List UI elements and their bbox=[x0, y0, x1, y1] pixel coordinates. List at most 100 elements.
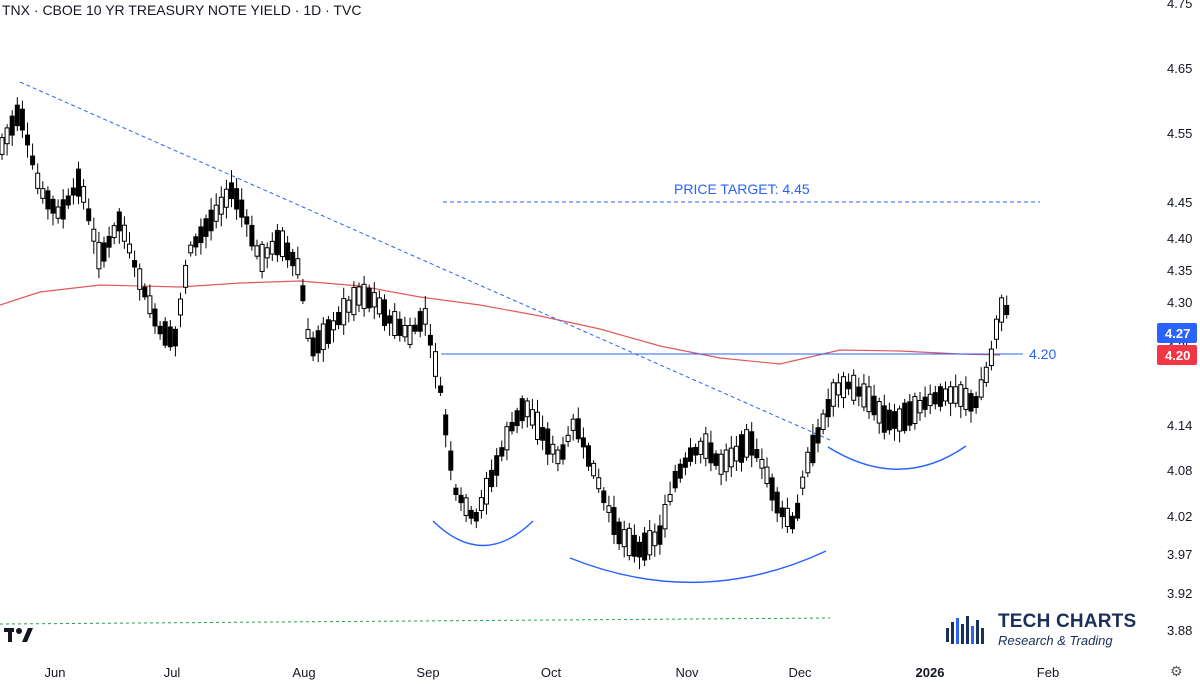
x-tick-label: Feb bbox=[1037, 665, 1059, 680]
candle-body bbox=[575, 418, 581, 440]
x-tick-label: Aug bbox=[292, 665, 315, 680]
candle-body bbox=[968, 393, 974, 412]
candle-body bbox=[356, 286, 362, 306]
candle-body bbox=[494, 455, 500, 476]
candle-body bbox=[229, 182, 234, 200]
y-tick-label: 4.02 bbox=[1167, 509, 1192, 524]
candle-body bbox=[325, 319, 331, 344]
candle-body bbox=[688, 447, 693, 462]
candle-body bbox=[60, 199, 66, 220]
candle-body bbox=[320, 323, 326, 350]
neckline-badge-value: 4.20 bbox=[1165, 348, 1190, 363]
candle-body bbox=[825, 399, 831, 418]
candle-body bbox=[249, 224, 255, 247]
candle-body bbox=[198, 226, 204, 244]
candle-body bbox=[264, 247, 270, 259]
candle-body bbox=[871, 395, 877, 416]
candle-body bbox=[315, 330, 321, 354]
candle-body bbox=[172, 328, 178, 347]
candle-body bbox=[540, 427, 546, 441]
candle-body bbox=[948, 386, 954, 404]
candle-body bbox=[509, 422, 515, 432]
candle-body bbox=[111, 225, 117, 239]
candle-body bbox=[341, 298, 347, 326]
candle-body bbox=[917, 399, 923, 414]
candle-body bbox=[402, 325, 408, 338]
candle-body bbox=[1004, 304, 1010, 316]
moving-average-line bbox=[0, 280, 1001, 365]
y-tick-label: 4.08 bbox=[1167, 463, 1192, 478]
candle-body bbox=[774, 491, 780, 514]
x-tick-label: Dec bbox=[788, 665, 812, 680]
candle-body bbox=[586, 445, 591, 467]
candle-body bbox=[86, 208, 92, 222]
price-target-label: PRICE TARGET: 4.45 bbox=[674, 181, 810, 197]
head-arc bbox=[569, 550, 827, 584]
candle-body bbox=[902, 402, 908, 432]
candle-body bbox=[223, 188, 229, 208]
candle-body bbox=[305, 329, 311, 339]
candle-body bbox=[922, 396, 928, 410]
candle-body bbox=[861, 383, 867, 408]
candle-body bbox=[606, 505, 612, 513]
candle-body bbox=[346, 299, 352, 313]
candle-body bbox=[371, 292, 377, 308]
candle-body bbox=[963, 387, 969, 410]
moving-average bbox=[0, 280, 1001, 365]
candle-body bbox=[529, 409, 535, 426]
candle-body bbox=[958, 384, 964, 407]
candle-body bbox=[412, 324, 418, 332]
candle-body bbox=[835, 382, 841, 396]
candle-body bbox=[484, 477, 489, 505]
candle-body bbox=[881, 405, 887, 433]
settings-gear-icon[interactable]: ⚙ bbox=[1170, 663, 1183, 679]
candle-body bbox=[514, 410, 520, 427]
y-tick-label: 3.97 bbox=[1167, 547, 1192, 562]
x-tick-label: Sep bbox=[416, 665, 439, 680]
y-tick-label: 3.88 bbox=[1167, 623, 1192, 638]
candle-body bbox=[142, 286, 148, 298]
candle-body bbox=[535, 411, 540, 440]
candle-body bbox=[50, 198, 56, 214]
candle-body bbox=[820, 413, 826, 430]
candle-body bbox=[70, 187, 76, 196]
candle-body bbox=[754, 449, 760, 459]
candle-body bbox=[718, 453, 724, 475]
candle-body bbox=[703, 433, 709, 459]
candle-body bbox=[570, 418, 576, 431]
tradingview-logo[interactable] bbox=[4, 626, 34, 644]
y-tick-label: 4.65 bbox=[1167, 61, 1192, 76]
candle-body bbox=[157, 325, 163, 335]
candle-body bbox=[907, 401, 913, 426]
candle-body bbox=[790, 515, 795, 530]
candle-body bbox=[504, 426, 510, 451]
candle-body bbox=[463, 497, 469, 516]
y-tick-label: 4.45 bbox=[1167, 195, 1192, 210]
candle-body bbox=[478, 497, 484, 511]
chart-title: TNX · CBOE 10 YR TREASURY NOTE YIELD · 1… bbox=[2, 2, 362, 18]
candle-body bbox=[565, 434, 571, 442]
candle-body bbox=[290, 251, 296, 267]
candle-body bbox=[65, 195, 71, 206]
candlesticks bbox=[0, 97, 1010, 570]
candle-body bbox=[728, 447, 734, 468]
annotation-lines bbox=[0, 81, 1040, 625]
x-tick-label: Nov bbox=[675, 665, 699, 680]
candle-body bbox=[137, 268, 143, 290]
candle-body bbox=[662, 503, 668, 530]
candle-body bbox=[723, 449, 729, 473]
candle-body bbox=[285, 242, 291, 261]
candle-body bbox=[815, 427, 821, 444]
tech-charts-logo: TECH CHARTS Research & Trading bbox=[944, 612, 1136, 647]
candle-body bbox=[468, 509, 474, 519]
candle-body bbox=[473, 512, 479, 522]
candle-body bbox=[376, 297, 382, 315]
candle-body bbox=[106, 235, 112, 248]
candle-body bbox=[580, 437, 586, 448]
candle-body bbox=[672, 471, 678, 489]
candle-body bbox=[897, 408, 903, 432]
candle-body bbox=[739, 434, 744, 463]
candle-body bbox=[188, 244, 194, 254]
candle-body bbox=[361, 283, 367, 309]
